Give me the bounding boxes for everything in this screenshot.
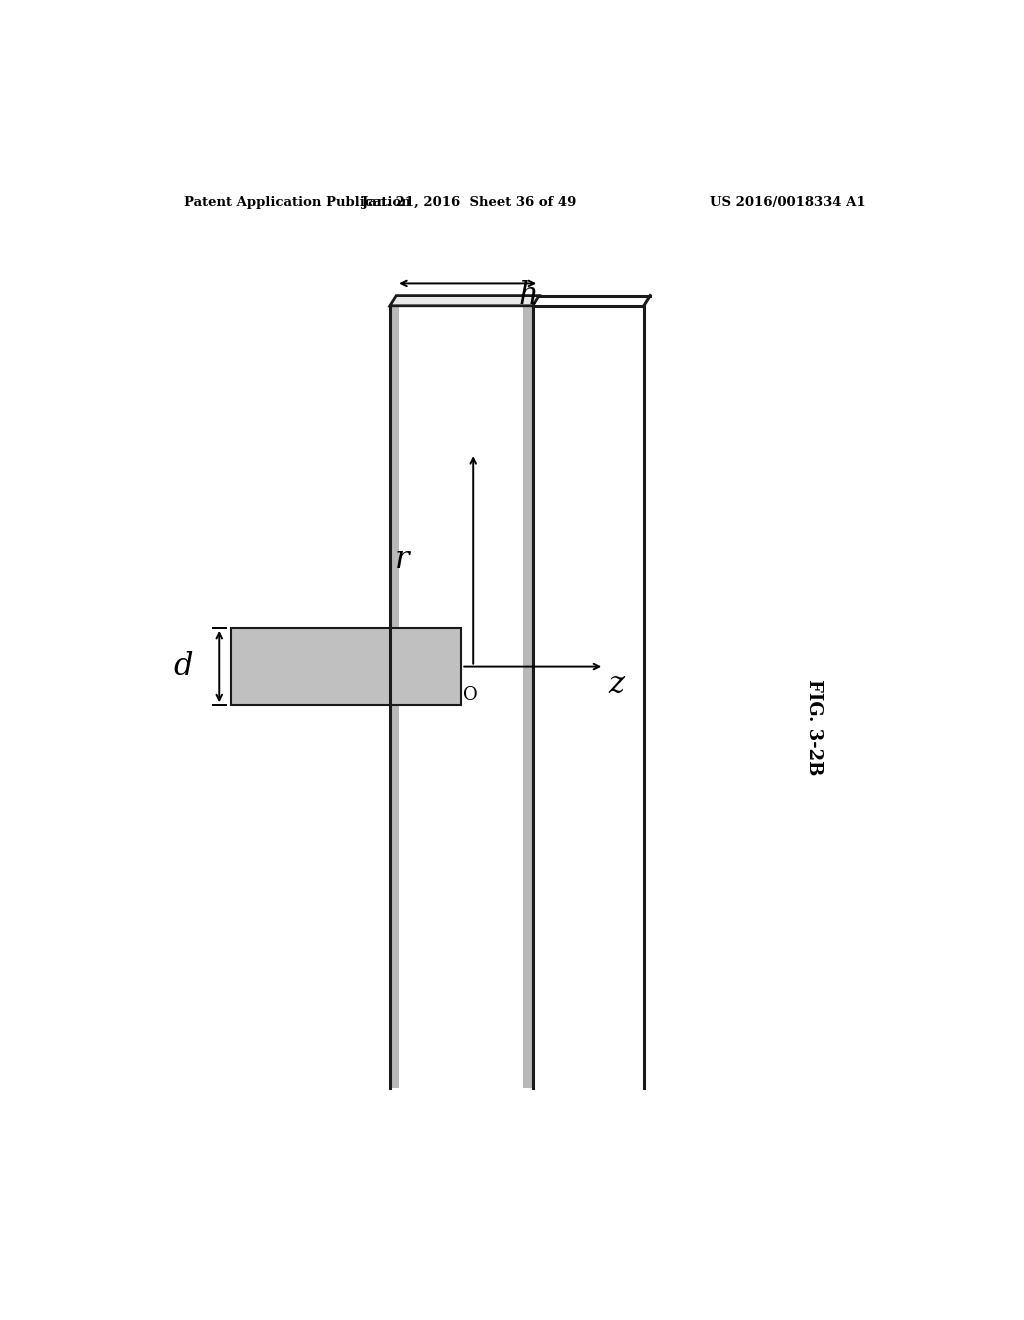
Text: Patent Application Publication: Patent Application Publication [183, 195, 411, 209]
Text: z: z [608, 669, 624, 701]
Bar [231, 628, 461, 705]
Text: Jan. 21, 2016  Sheet 36 of 49: Jan. 21, 2016 Sheet 36 of 49 [362, 195, 577, 209]
Bar [390, 306, 532, 1089]
Text: d: d [174, 651, 194, 682]
Bar [390, 306, 399, 1089]
Text: O: O [464, 686, 478, 704]
Bar [523, 306, 532, 1089]
Polygon shape [390, 296, 539, 306]
Text: r: r [394, 544, 410, 576]
Text: h: h [518, 280, 538, 312]
Text: US 2016/0018334 A1: US 2016/0018334 A1 [711, 195, 866, 209]
Text: FIG. 3-2B: FIG. 3-2B [806, 680, 823, 776]
